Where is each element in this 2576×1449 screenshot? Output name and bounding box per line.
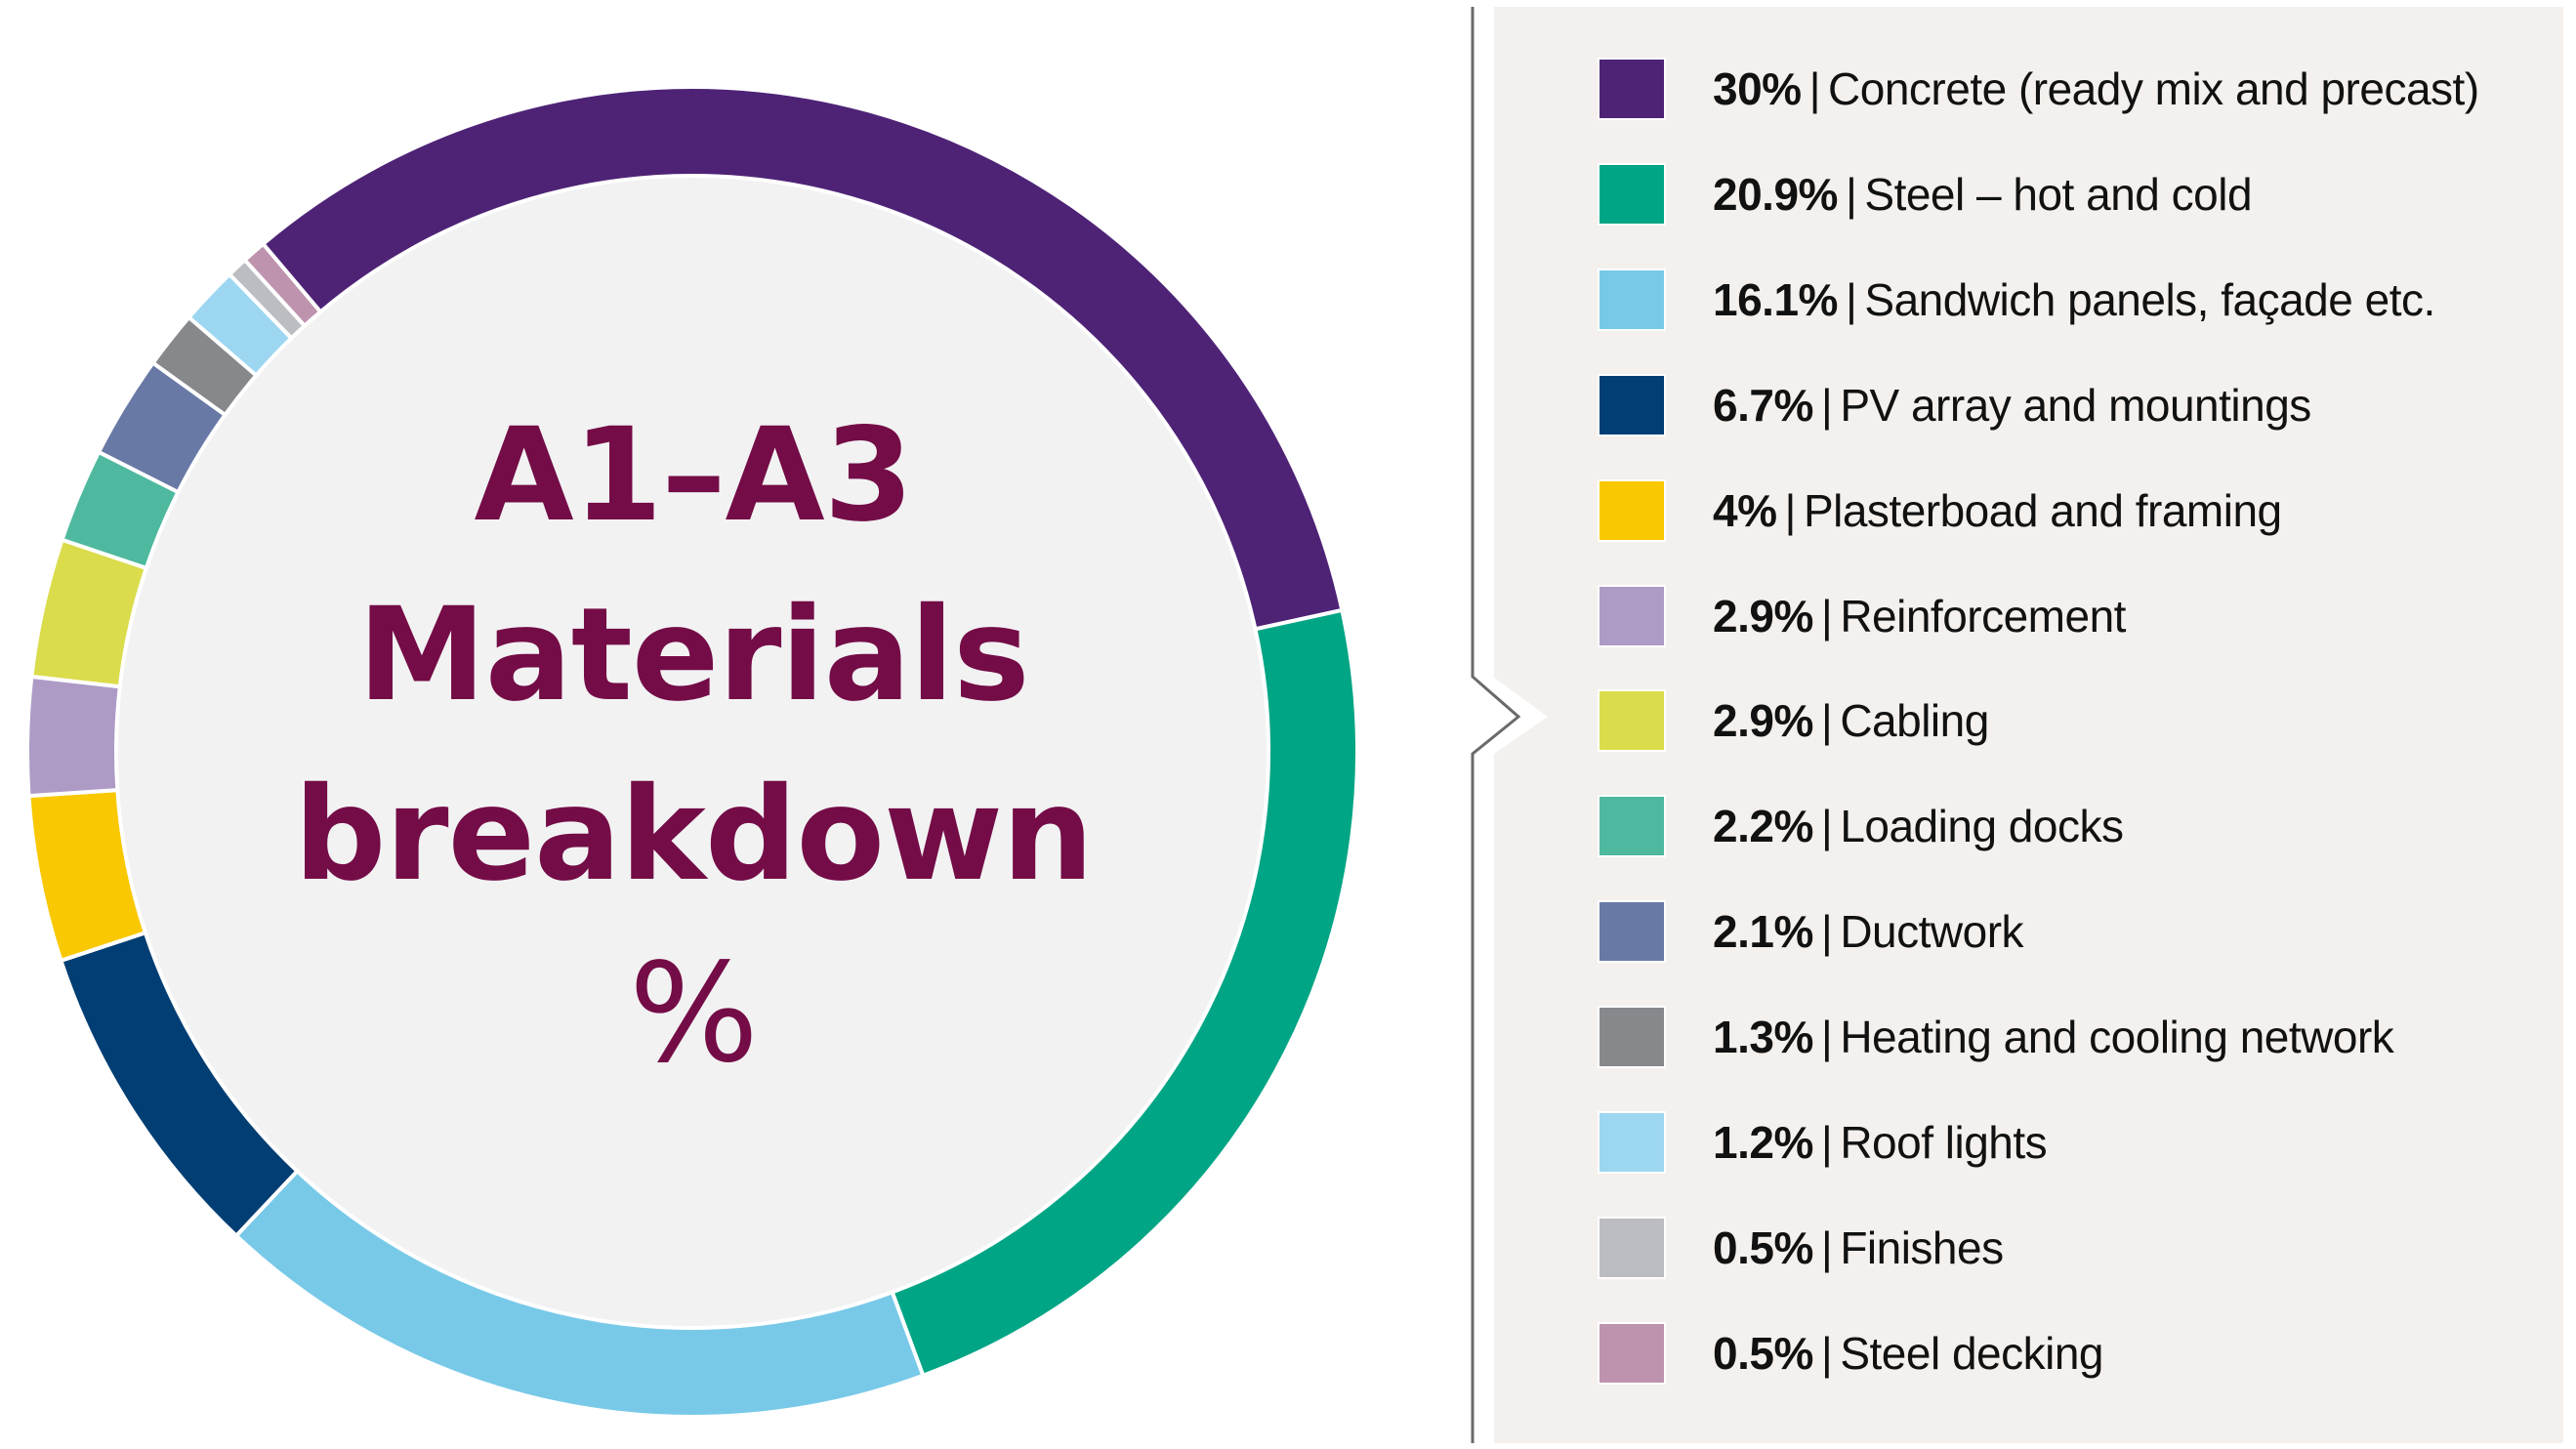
legend-value: 4% [1713,484,1777,536]
legend-swatch-icon [1598,373,1666,436]
legend-label: 2.2% | Loading docks [1713,800,2124,852]
legend-panel [1553,7,2563,1443]
legend-label: 2.1% | Ductwork [1713,905,2024,958]
legend-item: 2.9% | Reinforcement [1598,584,2555,647]
legend-panel-background [1494,7,1558,1443]
legend-item: 2.1% | Ductwork [1598,900,2555,964]
legend-value: 0.5% [1713,1221,1813,1273]
legend-swatch-icon [1598,1006,1666,1069]
legend-category: Steel – hot and cold [1864,168,2253,220]
legend-item: 16.1% | Sandwich panels, façade etc. [1598,268,2555,331]
legend-swatch-icon [1598,1216,1666,1279]
legend-label: 2.9% | Reinforcement [1713,590,2126,642]
legend-label: 1.2% | Roof lights [1713,1116,2048,1169]
legend-label: 0.5% | Steel decking [1713,1327,2103,1380]
legend-label: 1.3% | Heating and cooling network [1713,1011,2394,1063]
legend-divider [1471,7,1558,1443]
donut-chart [25,85,1359,1419]
legend-value: 2.1% [1713,906,1813,958]
donut-inner-disc [114,174,1270,1330]
legend-value: 2.9% [1713,695,1813,747]
donut-segments [25,85,1359,1419]
legend-category: Finishes [1840,1221,2004,1273]
legend-item: 1.3% | Heating and cooling network [1598,1006,2555,1069]
percent-symbol: % [628,934,759,1094]
legend-category: Sandwich panels, façade etc. [1864,273,2435,325]
legend-value: 0.5% [1713,1327,1813,1379]
legend-separator: | [1808,63,1821,114]
legend-separator: | [1820,1327,1833,1379]
legend-item: 0.5% | Finishes [1598,1216,2555,1279]
legend-item: 2.2% | Loading docks [1598,795,2555,858]
legend-separator: | [1820,906,1833,958]
title-line-2: Materials [357,580,1029,730]
legend-separator: | [1820,1221,1833,1273]
legend-value: 6.7% [1713,379,1813,431]
legend-value: 16.1% [1713,273,1838,325]
legend-separator: | [1820,1117,1833,1168]
legend-label: 6.7% | PV array and mountings [1713,379,2311,432]
legend-category: Cabling [1840,695,1989,747]
legend-value: 2.2% [1713,801,1813,852]
legend-value: 2.9% [1713,590,1813,642]
legend-category: Loading docks [1840,801,2124,852]
legend-swatch-icon [1598,268,1666,331]
legend-swatch-icon [1598,689,1666,753]
legend-label: 16.1% | Sandwich panels, façade etc. [1713,273,2435,326]
chart-center-title: A1–A3 Materials breakdown % [176,386,1211,1104]
legend-swatch-icon [1598,795,1666,858]
legend-separator: | [1845,168,1857,220]
legend-item: 2.9% | Cabling [1598,689,2555,753]
legend-category: Ductwork [1840,906,2024,958]
legend-swatch-icon [1598,58,1666,120]
legend-swatch-icon [1598,1321,1666,1385]
legend-category: PV array and mountings [1840,379,2311,431]
donut-segment [25,674,123,799]
title-line-1: A1–A3 [474,400,913,551]
legend-swatch-icon [1598,478,1666,542]
legend-item: 20.9% | Steel – hot and cold [1598,162,2555,226]
legend-value: 20.9% [1713,168,1838,220]
legend-label: 30% | Concrete (ready mix and precast) [1713,62,2479,115]
legend-item: 0.5% | Steel decking [1598,1321,2555,1385]
legend-separator: | [1820,695,1833,747]
legend-separator: | [1784,484,1796,536]
legend-separator: | [1820,379,1833,431]
legend-category: Roof lights [1840,1117,2048,1168]
legend-category: Steel decking [1840,1327,2103,1379]
legend-category: Concrete (ready mix and precast) [1828,63,2479,114]
legend-category: Plasterboad and framing [1803,484,2282,536]
legend-separator: | [1820,1012,1833,1063]
legend-item: 6.7% | PV array and mountings [1598,373,2555,436]
legend-swatch-icon [1598,584,1666,647]
legend-category: Reinforcement [1840,590,2126,642]
legend-category: Heating and cooling network [1840,1012,2394,1063]
legend-item: 1.2% | Roof lights [1598,1111,2555,1174]
legend-value: 30% [1713,63,1802,114]
legend-item: 4% | Plasterboad and framing [1598,478,2555,542]
legend-item: 30% | Concrete (ready mix and precast) [1598,58,2555,120]
title-line-3: breakdown [293,760,1094,910]
legend-swatch-icon [1598,1111,1666,1174]
legend-separator: | [1845,273,1857,325]
legend-swatch-icon [1598,162,1666,226]
chevron-pointer-icon [1471,7,1521,1443]
legend-label: 2.9% | Cabling [1713,694,1989,747]
legend-separator: | [1820,801,1833,852]
legend-swatch-icon [1598,900,1666,964]
donut-segment [241,241,323,329]
legend-value: 1.2% [1713,1117,1813,1168]
donut-segment [260,85,1345,632]
legend-label: 20.9% | Steel – hot and cold [1713,168,2253,221]
legend-label: 4% | Plasterboad and framing [1713,484,2282,537]
legend-value: 1.3% [1713,1012,1813,1063]
legend-label: 0.5% | Finishes [1713,1221,2004,1274]
legend-separator: | [1820,590,1833,642]
